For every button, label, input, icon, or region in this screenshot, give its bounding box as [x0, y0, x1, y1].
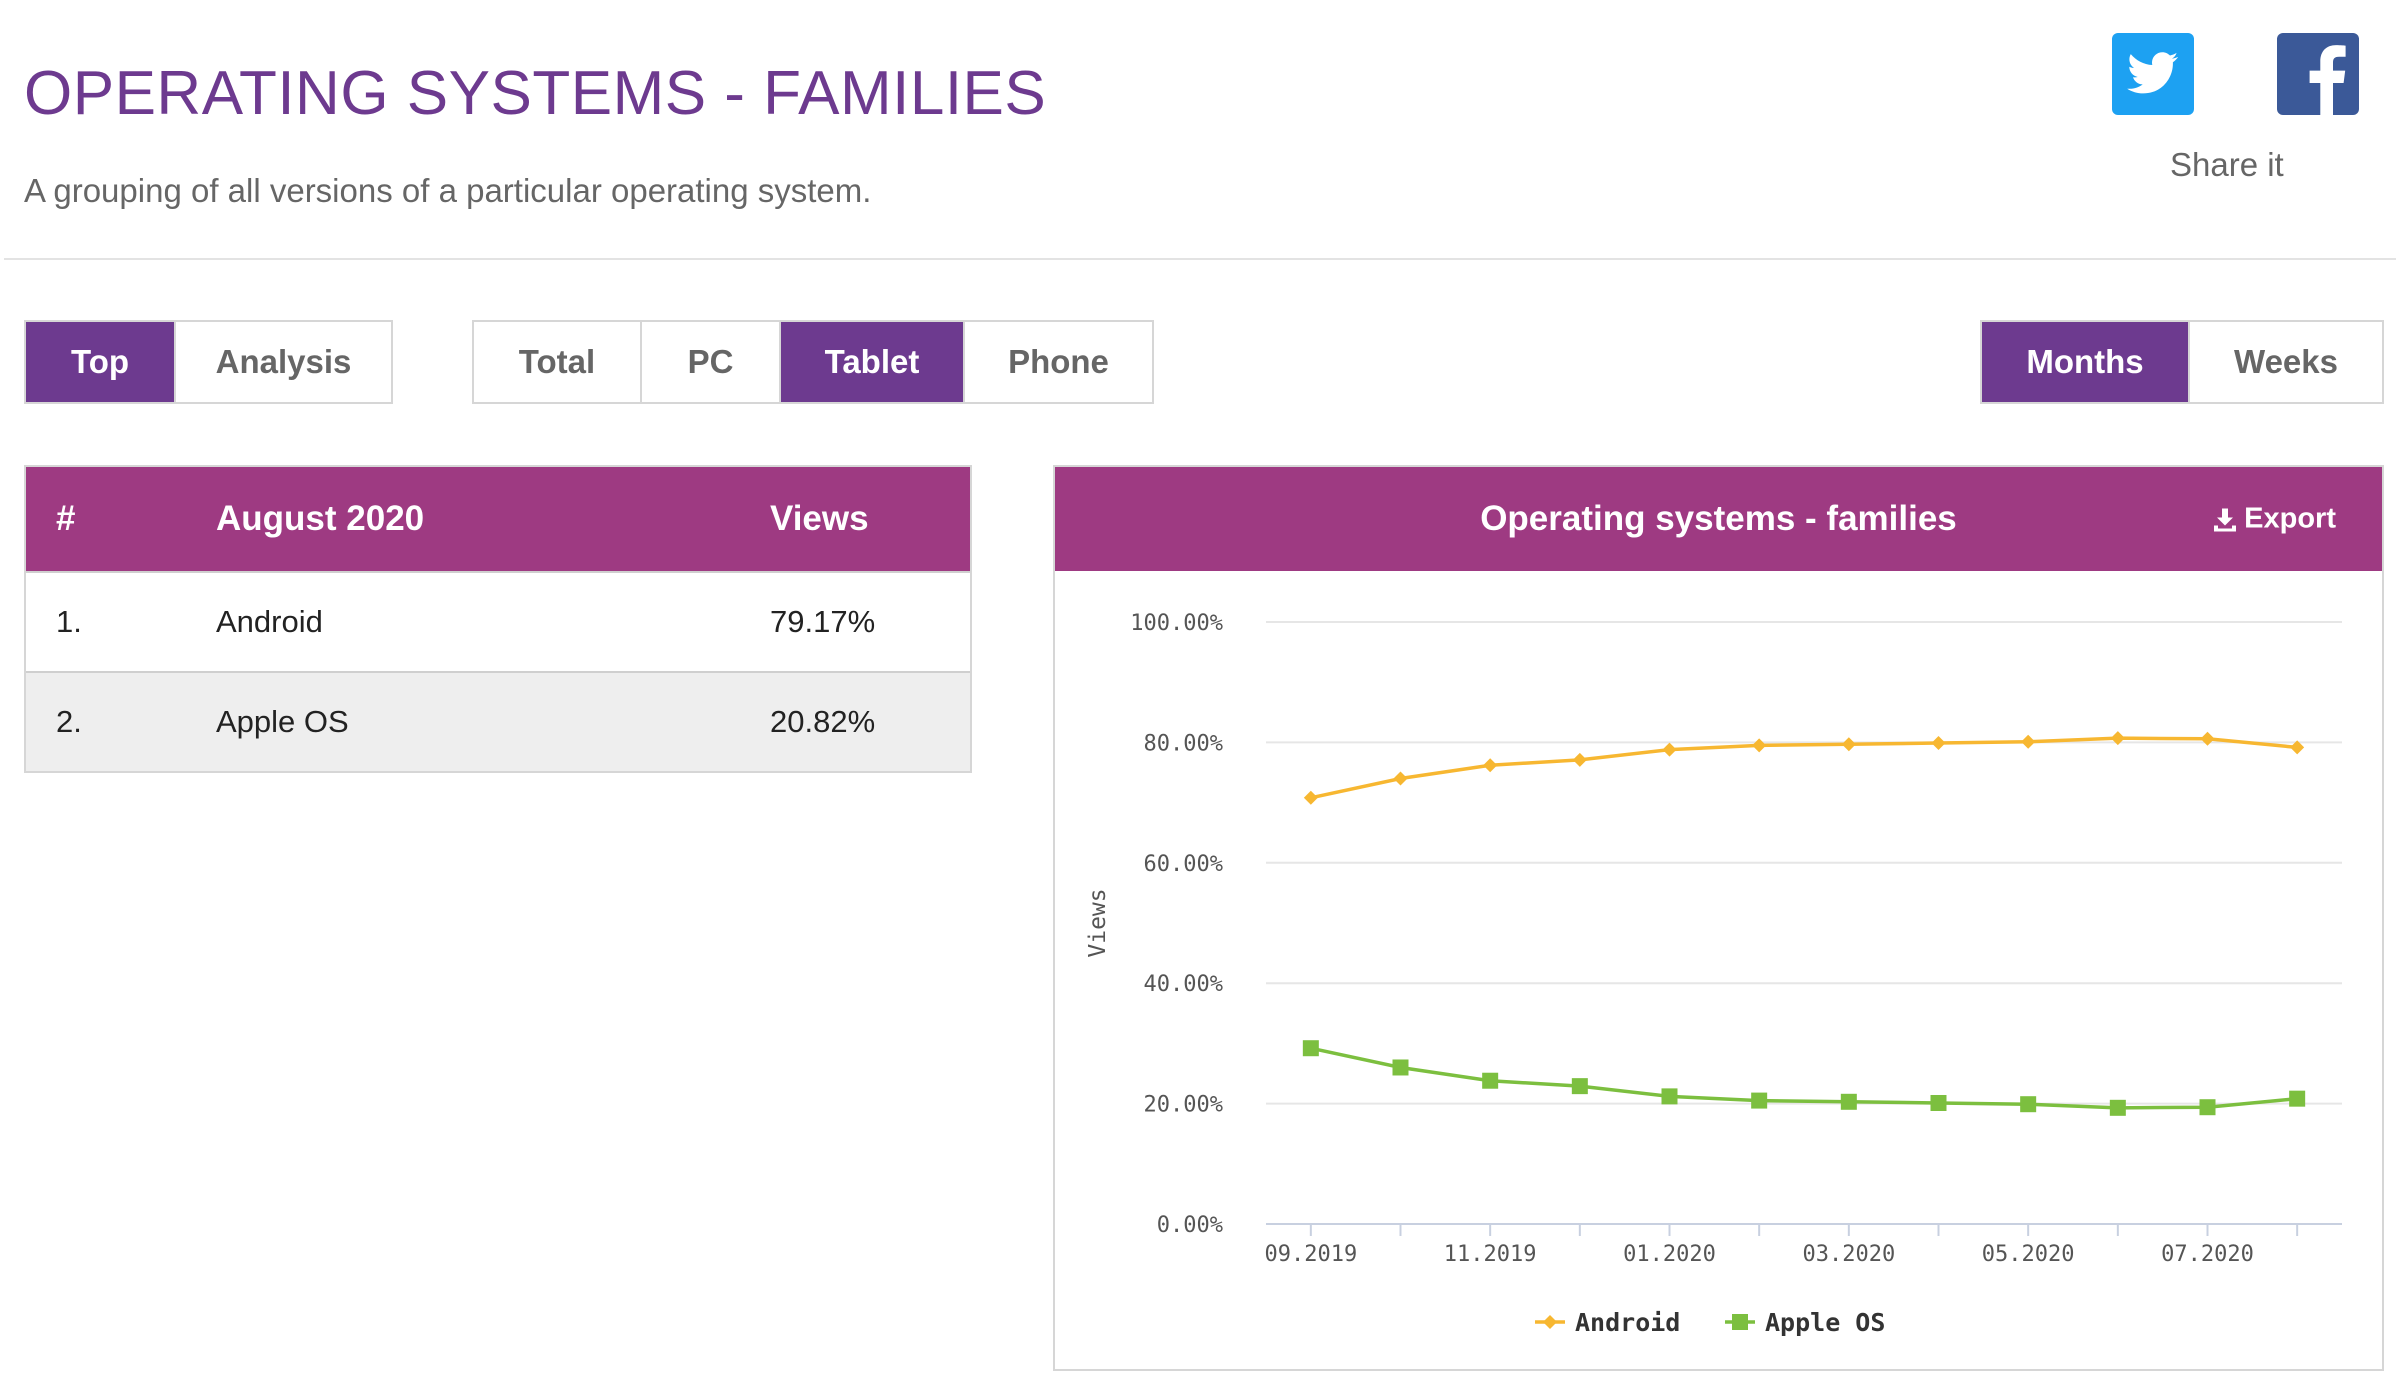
- line-chart: 0.00% 20.00% 40.00% 60.00% 80.00% 100.00% 09.2…: [1085, 611, 2342, 1337]
- x-tick-label: 03.2020: [1802, 1242, 1895, 1267]
- period-column-header: August 2020: [216, 499, 425, 538]
- chart-panel-title: Operating systems - families: [1480, 499, 1957, 538]
- data-point: [1302, 1040, 1319, 1057]
- legend-label: Android: [1575, 1308, 1680, 1337]
- table-row: 2. Apple OS 20.82%: [26, 671, 970, 771]
- data-point: [1571, 1078, 1588, 1095]
- legend-label: Apple OS: [1765, 1308, 1885, 1337]
- data-point: [1392, 1059, 1409, 1076]
- data-point: [2020, 1096, 2037, 1113]
- tab-weeks[interactable]: Weeks: [2234, 343, 2338, 380]
- page-title: OPERATING SYSTEMS - FAMILIES: [24, 59, 1047, 128]
- data-point: [1303, 790, 1318, 805]
- y-axis-label: Views: [1085, 888, 1111, 957]
- period-tabs: Months Weeks: [1980, 320, 2384, 404]
- y-tick-label: 20.00%: [1144, 1093, 1223, 1118]
- data-point: [2110, 731, 2125, 746]
- download-icon: [2214, 508, 2237, 531]
- share-label: Share it: [2170, 146, 2284, 183]
- x-tick-label: 01.2020: [1623, 1242, 1716, 1267]
- row-rank: 1.: [56, 604, 82, 639]
- data-point: [2021, 734, 2036, 749]
- y-tick-label: 100.00%: [1130, 611, 1223, 636]
- series-line-apple-os: [1310, 1046, 2298, 1110]
- tab-analysis[interactable]: Analysis: [215, 343, 352, 380]
- table-row: 1. Android 79.17%: [26, 571, 970, 671]
- data-point: [1482, 1072, 1499, 1089]
- rank-column-header: #: [56, 499, 76, 538]
- row-views: 79.17%: [770, 604, 876, 639]
- export-label: Export: [2244, 502, 2336, 535]
- chart-panel: Operating systems - families Export 0.00…: [1053, 465, 2384, 1371]
- data-point: [2290, 740, 2305, 755]
- facebook-share-button[interactable]: [2277, 33, 2359, 115]
- legend-marker: [1732, 1314, 1748, 1330]
- data-point: [1483, 758, 1498, 773]
- ranking-header: # August 2020 Views: [26, 467, 970, 571]
- y-tick-label: 60.00%: [1144, 852, 1223, 877]
- tab-total[interactable]: Total: [474, 322, 642, 402]
- data-point: [1661, 1088, 1678, 1105]
- page-subtitle: A grouping of all versions of a particul…: [24, 172, 872, 209]
- data-point: [1751, 1092, 1768, 1109]
- twitter-icon: [2112, 33, 2194, 115]
- row-name: Apple OS: [216, 704, 349, 739]
- device-tabs: Total PC Tablet Phone: [472, 320, 1154, 404]
- data-point: [2199, 1099, 2216, 1116]
- header-divider: [4, 258, 2396, 260]
- data-point: [1393, 771, 1408, 786]
- tab-pc[interactable]: PC: [642, 322, 781, 402]
- x-tick-label: 11.2019: [1444, 1242, 1537, 1267]
- chart-panel-header: Operating systems - families Export: [1055, 467, 2382, 571]
- view-tabs: Top Analysis: [24, 320, 393, 404]
- tab-phone[interactable]: Phone: [1008, 343, 1109, 380]
- data-point: [2289, 1090, 2306, 1107]
- data-point: [1662, 742, 1677, 757]
- data-point: [2200, 731, 2215, 746]
- x-tick-label: 09.2019: [1264, 1242, 1357, 1267]
- tab-top[interactable]: Top: [26, 322, 176, 402]
- data-point: [1752, 738, 1767, 753]
- data-point: [2109, 1099, 2126, 1116]
- y-tick-label: 80.00%: [1144, 731, 1223, 756]
- tab-tablet[interactable]: Tablet: [781, 322, 965, 402]
- tab-months[interactable]: Months: [1982, 322, 2190, 402]
- data-point: [1840, 1093, 1857, 1110]
- export-button[interactable]: Export: [2212, 503, 2336, 536]
- x-tick-label: 05.2020: [1982, 1242, 2075, 1267]
- y-tick-label: 40.00%: [1144, 972, 1223, 997]
- data-point: [1572, 752, 1587, 767]
- data-point: [1930, 1094, 1947, 1111]
- y-tick-label: 0.00%: [1157, 1213, 1223, 1238]
- views-column-header: Views: [770, 499, 869, 538]
- row-views: 20.82%: [770, 704, 876, 739]
- x-tick-label: 07.2020: [2161, 1242, 2254, 1267]
- row-name: Android: [216, 604, 323, 639]
- facebook-icon: [2277, 33, 2359, 115]
- twitter-share-button[interactable]: [2112, 33, 2194, 115]
- series-line-android: [1310, 736, 2298, 800]
- data-point: [1841, 737, 1856, 752]
- row-rank: 2.: [56, 704, 82, 739]
- legend-marker: [1543, 1315, 1557, 1329]
- data-point: [1931, 736, 1946, 751]
- ranking-table: # August 2020 Views 1. Android 79.17% 2.…: [24, 465, 972, 773]
